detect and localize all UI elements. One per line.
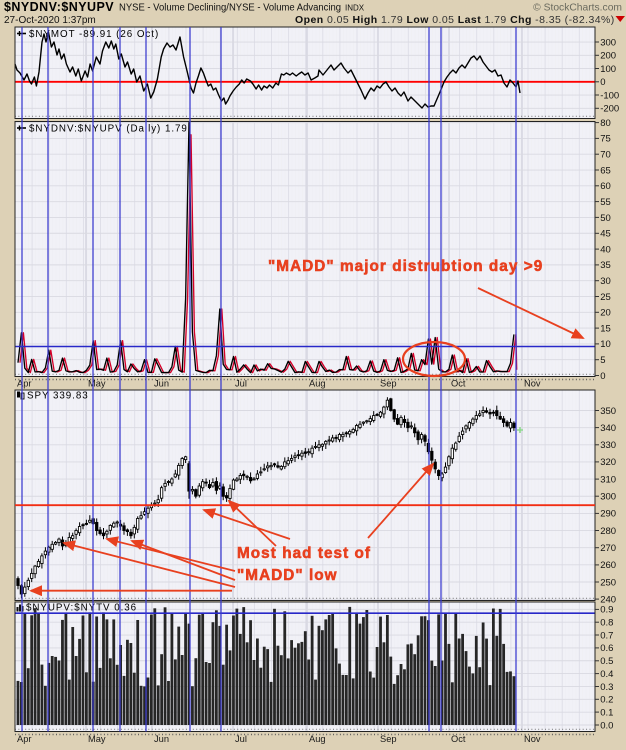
svg-text:0.3: 0.3 (600, 682, 613, 693)
svg-text:350: 350 (600, 406, 616, 417)
svg-text:0.6: 0.6 (600, 643, 613, 654)
svg-text:35: 35 (600, 260, 611, 271)
svg-text:Jun: Jun (154, 379, 169, 389)
svg-text:100: 100 (600, 64, 616, 75)
svg-text:27-Oct-2020 1:37pm: 27-Oct-2020 1:37pm (4, 15, 96, 26)
svg-text:45: 45 (600, 229, 611, 240)
svg-text:40: 40 (600, 244, 611, 255)
svg-text:250: 250 (600, 577, 616, 588)
svg-text:75: 75 (600, 134, 611, 145)
svg-text:SPY 339.83: SPY 339.83 (27, 391, 89, 402)
svg-text:55: 55 (600, 197, 611, 208)
svg-text:Aug: Aug (309, 734, 326, 744)
svg-text:320: 320 (600, 457, 616, 468)
svg-text:30: 30 (600, 276, 611, 287)
svg-text:Sep: Sep (380, 379, 397, 389)
svg-text:"MADD" major distrubtion day >: "MADD" major distrubtion day >9 (268, 258, 543, 275)
svg-text:Sep: Sep (380, 734, 397, 744)
svg-text:-100: -100 (600, 90, 619, 101)
svg-text:240: 240 (600, 594, 616, 605)
svg-text:Nov: Nov (524, 734, 541, 744)
svg-text:Most had test of: Most had test of (237, 545, 371, 562)
svg-text:60: 60 (600, 181, 611, 192)
svg-text:Jul: Jul (235, 734, 247, 744)
svg-text:25: 25 (600, 292, 611, 303)
svg-text:20: 20 (600, 308, 611, 319)
svg-text:0.9: 0.9 (600, 605, 613, 616)
svg-text:300: 300 (600, 37, 616, 48)
svg-text:300: 300 (600, 492, 616, 503)
svg-text:$NYUPV:$NYTV 0.36: $NYUPV:$NYTV 0.36 (26, 603, 137, 614)
svg-text:0.2: 0.2 (600, 695, 613, 706)
svg-text:May: May (88, 734, 106, 744)
svg-text:Nov: Nov (524, 379, 541, 389)
svg-text:65: 65 (600, 165, 611, 176)
svg-text:$NYDNV:$NYUPV: $NYDNV:$NYUPV (4, 0, 114, 14)
svg-text:330: 330 (600, 440, 616, 451)
svg-text:© StockCharts.com: © StockCharts.com (533, 3, 622, 14)
svg-text:Apr: Apr (17, 379, 31, 389)
svg-text:310: 310 (600, 474, 616, 485)
svg-text:260: 260 (600, 560, 616, 571)
svg-text:Oct: Oct (451, 734, 466, 744)
svg-text:200: 200 (600, 51, 616, 62)
svg-text:$NYDNV:$NYUPV (Daily) 1.79: $NYDNV:$NYUPV (Daily) 1.79 (29, 124, 188, 135)
svg-text:290: 290 (600, 509, 616, 520)
svg-text:Jul: Jul (235, 379, 247, 389)
svg-text:50: 50 (600, 213, 611, 224)
svg-text:0.0: 0.0 (600, 720, 613, 731)
svg-text:80: 80 (600, 118, 611, 129)
svg-text:15: 15 (600, 323, 611, 334)
svg-text:NYSE - Volume Declining/NYSE -: NYSE - Volume Declining/NYSE - Volume Ad… (119, 3, 341, 14)
svg-text:INDX: INDX (345, 4, 365, 13)
svg-text:0.5: 0.5 (600, 656, 613, 667)
svg-text:340: 340 (600, 423, 616, 434)
svg-text:0.1: 0.1 (600, 707, 613, 718)
svg-text:0.7: 0.7 (600, 630, 613, 641)
svg-text:Aug: Aug (309, 379, 326, 389)
svg-text:0.4: 0.4 (600, 669, 613, 680)
svg-text:270: 270 (600, 543, 616, 554)
svg-text:Apr: Apr (17, 734, 31, 744)
svg-text:Jun: Jun (154, 734, 169, 744)
svg-text:"MADD" low: "MADD" low (237, 567, 338, 584)
svg-text:5: 5 (600, 355, 605, 366)
svg-text:0.8: 0.8 (600, 618, 613, 629)
svg-text:Oct: Oct (451, 379, 466, 389)
svg-text:10: 10 (600, 339, 611, 350)
svg-text:280: 280 (600, 526, 616, 537)
svg-text:70: 70 (600, 150, 611, 161)
svg-text:Open 0.05 High 1.79 Low 0.05 L: Open 0.05 High 1.79 Low 0.05 Last 1.79 C… (295, 14, 615, 26)
svg-text:0: 0 (600, 371, 605, 382)
svg-text:-200: -200 (600, 104, 619, 115)
svg-text:0: 0 (600, 77, 605, 88)
svg-text:May: May (88, 379, 106, 389)
